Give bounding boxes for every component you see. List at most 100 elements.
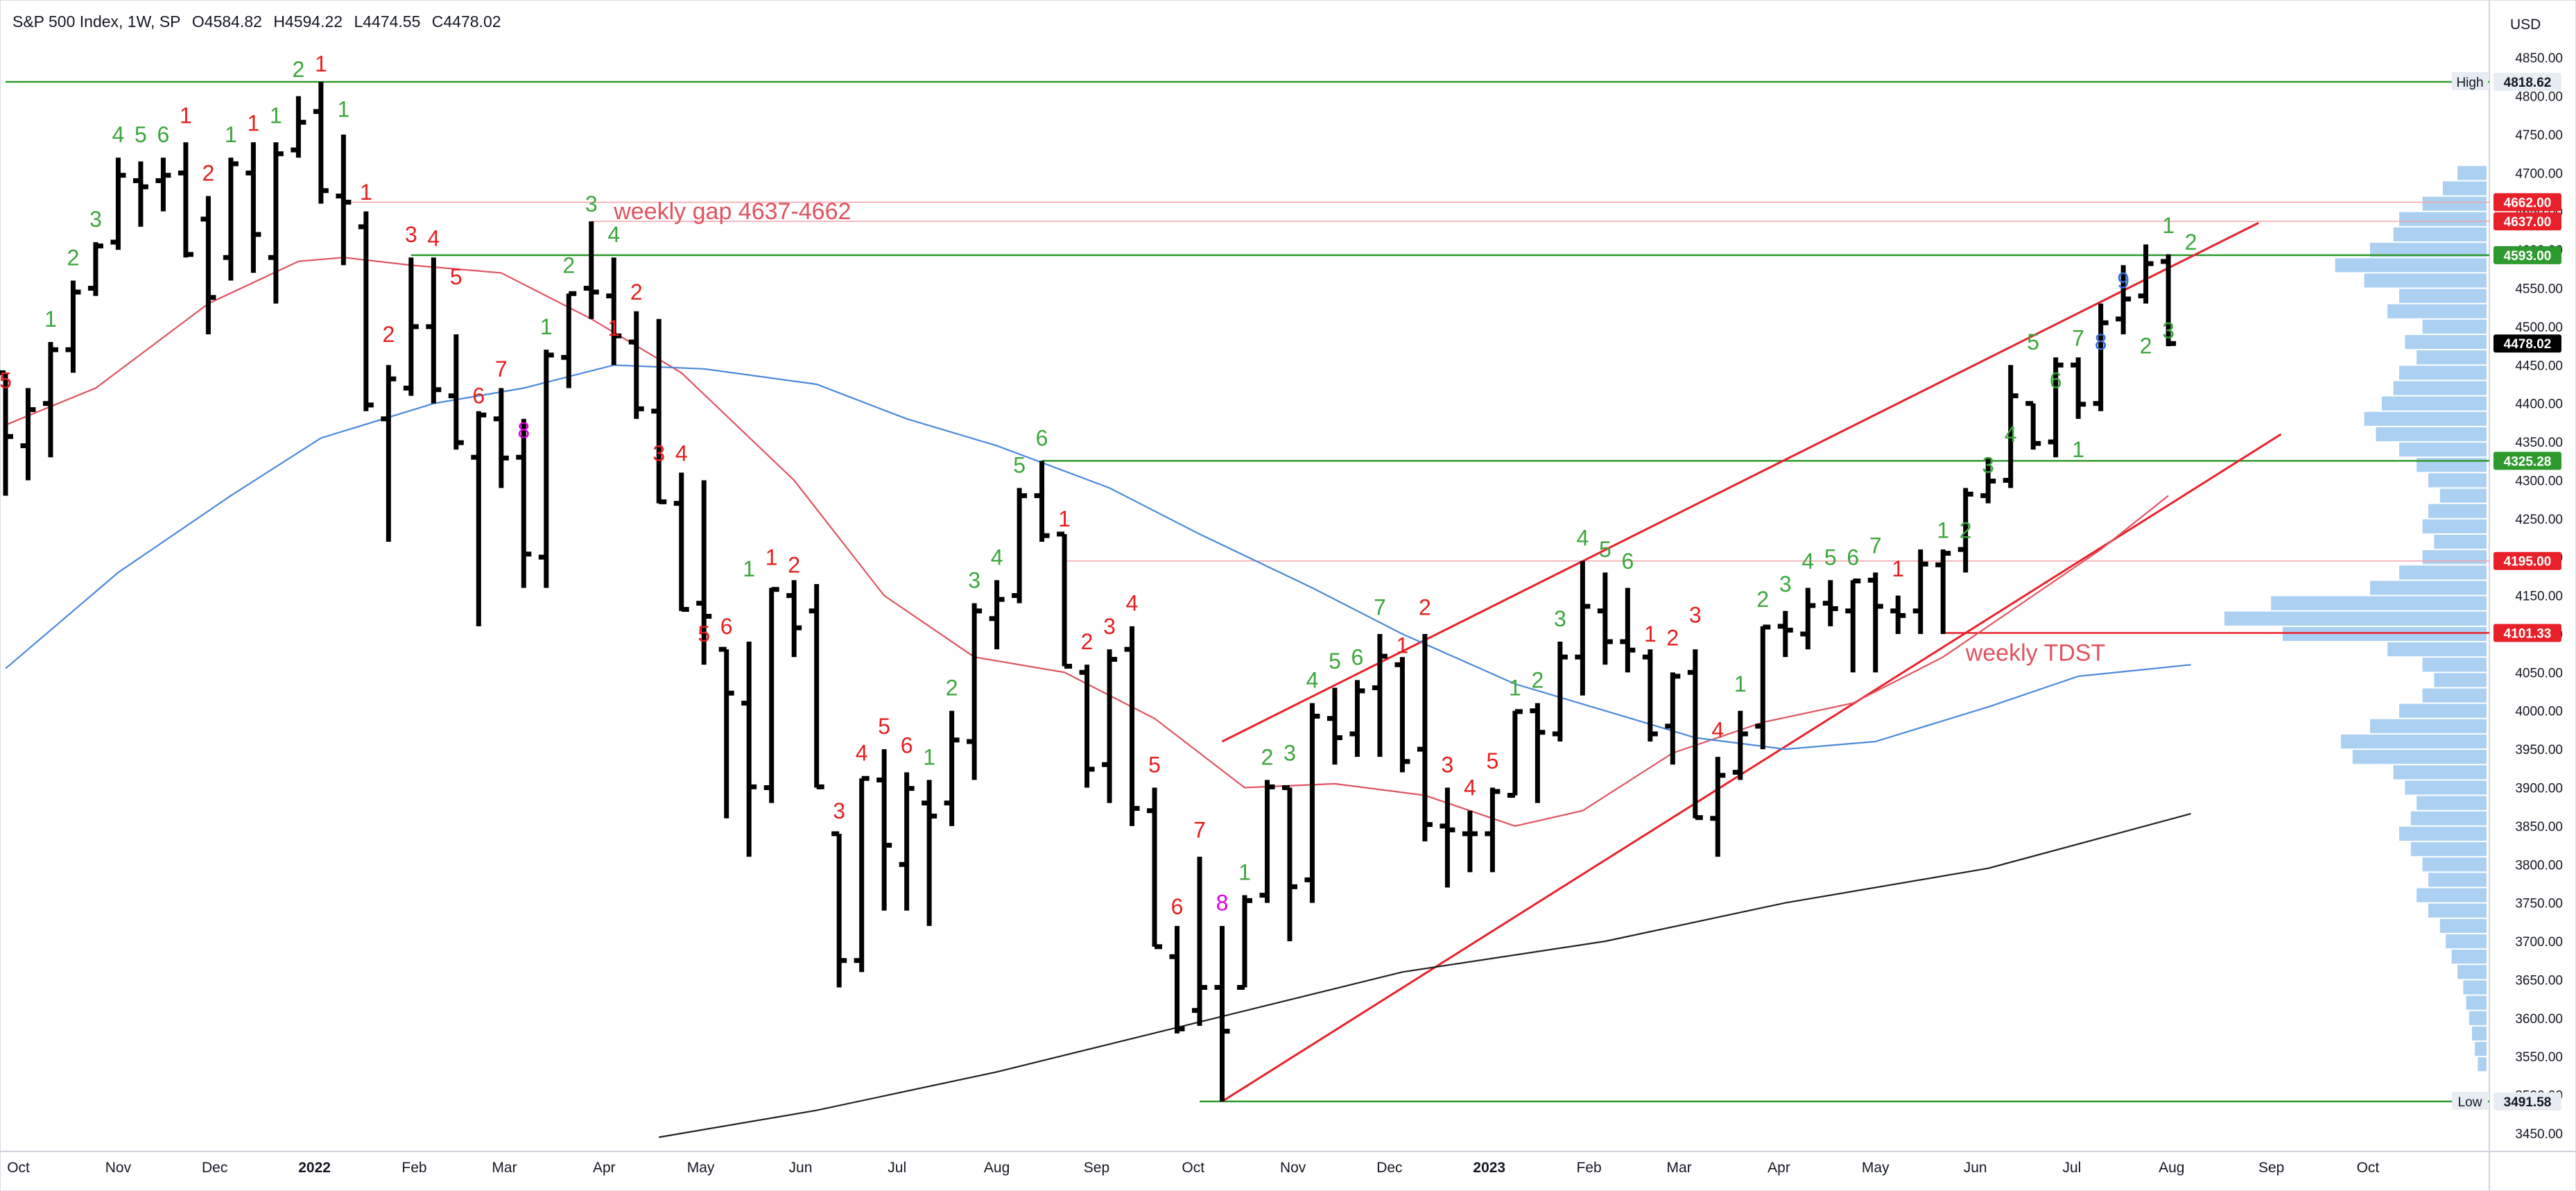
price-badge-label: 4101.33 (2504, 626, 2552, 641)
sequential-count-label: 1 (1937, 518, 1949, 543)
price-tick-label: 4050.00 (2515, 666, 2563, 680)
price-tick-label: 4850.00 (2515, 51, 2563, 66)
price-badge-label: 4325.28 (2504, 454, 2552, 469)
ohlc-bar (1552, 642, 1568, 742)
sequential-count-label: 3 (652, 441, 665, 466)
time-tick-label: Apr (1767, 1160, 1790, 1176)
volume-profile-bar (2271, 596, 2487, 610)
ohlc-bar (1665, 672, 1681, 765)
volume-profile-bar (2399, 703, 2487, 718)
sequential-count-label: 3 (1689, 602, 1702, 627)
price-badge-label: 4593.00 (2504, 249, 2552, 264)
sequential-count-label: 1 (360, 180, 372, 205)
volume-profile-bar (2434, 534, 2487, 549)
ohlc-bar (200, 196, 216, 334)
volume-profile-bar (2422, 196, 2487, 211)
ohlc-bar (132, 161, 148, 227)
sequential-count-label: 2 (1666, 626, 1679, 651)
ohlc-bar (1957, 488, 1973, 573)
ohlc-bar (922, 780, 937, 926)
sequential-count-label: 2 (2140, 334, 2152, 359)
time-tick-label: Dec (1376, 1160, 1402, 1176)
ohlc-bar (1462, 810, 1478, 873)
sequential-count-label: 4 (1306, 667, 1319, 692)
sequential-count-label: 1 (1238, 859, 1251, 884)
volume-profile-bar (2399, 443, 2487, 457)
ohlc-bar (1034, 461, 1050, 542)
ohlc-bar (1192, 857, 1208, 1026)
price-tick-label: 4000.00 (2515, 705, 2563, 719)
price-tick-label: 3750.00 (2515, 897, 2563, 911)
price-tick-label: 4150.00 (2515, 590, 2563, 604)
volume-profile-bar (2352, 750, 2487, 764)
sequential-count-label: 9 (2117, 268, 2129, 293)
volume-profile-bar (2387, 642, 2487, 657)
sequential-count-label: 5 (2027, 329, 2039, 354)
ohlc-bar (1259, 780, 1275, 903)
sequential-count-label: 6 (1171, 894, 1184, 919)
price-tick-label: 4700.00 (2515, 166, 2563, 181)
time-tick-label: Aug (984, 1160, 1010, 1176)
price-tick-label: 3900.00 (2515, 781, 2563, 796)
ohlc-bar (448, 334, 464, 450)
ohlc-bar (831, 831, 847, 988)
ohlc-bar (673, 472, 689, 612)
volume-profile-bar (2335, 258, 2487, 273)
chart-header: S&P 500 Index, 1W, SP O4584.82 H4594.22 … (12, 12, 508, 31)
ohlc-bar (65, 280, 81, 373)
time-tick-label: Dec (202, 1160, 227, 1176)
volume-profile-bar (2399, 565, 2487, 580)
time-axis: Oct Nov Dec 2022 Feb Mar Apr May Jun Jul Aug Sep Oct… (7, 1160, 2379, 1176)
ohlc-bar (155, 157, 171, 212)
ohlc-bar (291, 96, 306, 158)
ohlc-bar (1349, 680, 1365, 757)
ohlc-bar (1326, 687, 1342, 765)
volume-profile-bar (2376, 427, 2487, 442)
sequential-count-label: 2 (1531, 667, 1544, 692)
price-badge-label: 4662.00 (2504, 196, 2552, 210)
ohlc-bar (1980, 457, 1996, 504)
volume-profile-bar (2428, 504, 2487, 518)
time-tick-label: Jun (789, 1160, 813, 1176)
ohlc-bar (1642, 649, 1658, 742)
price-badge-bg (2493, 551, 2561, 570)
volume-profile-bar (2422, 688, 2487, 703)
sequential-count-label: 2 (946, 676, 958, 701)
sequential-count-label: 1 (315, 51, 327, 76)
sequential-count-label: 3 (968, 568, 980, 593)
sequential-count-label: 2 (1081, 629, 1093, 654)
volume-profile-bar (2399, 826, 2487, 841)
volume-profile-bar (2446, 934, 2487, 949)
sequential-count-label: 6 (472, 384, 485, 409)
time-tick-label: Nov (1280, 1160, 1306, 1176)
sequential-count-label: 3 (833, 798, 845, 823)
volume-profile-bar (2434, 673, 2487, 687)
sequential-count-label: 2 (1419, 594, 1431, 619)
sequential-count-label: 2 (1960, 518, 1972, 543)
sequential-count-label: 1 (270, 103, 282, 128)
level-badge-bg (2452, 1091, 2488, 1110)
sequential-count-label: 1 (248, 110, 260, 135)
sequential-count-label: 5 (878, 714, 890, 739)
sequential-count-label: 2 (202, 160, 215, 185)
volume-profile-bar (2428, 903, 2487, 918)
price-tick-label: 4350.00 (2515, 436, 2563, 450)
volume-profile-bar (2393, 381, 2487, 395)
volume-profile-bar (2439, 488, 2487, 503)
ohlc-bar (1710, 757, 1726, 857)
sequential-count-label: 2 (630, 280, 643, 305)
ohlc-bars (0, 81, 2177, 1102)
volume-profile-bar (2475, 1042, 2487, 1056)
price-badge-label: 4818.62 (2504, 76, 2552, 90)
sequential-count-label: 5 (1599, 537, 1611, 562)
ohlc-bar (2138, 244, 2154, 304)
level-badge-label: High (2456, 76, 2483, 90)
ohlc-bar (1530, 703, 1546, 803)
sequential-count-label: 5 (1824, 545, 1837, 569)
price-badge-bg (2493, 624, 2561, 642)
volume-profile-bar (2417, 350, 2487, 365)
ohlc-bar (2003, 365, 2019, 488)
ohlc-high: H4594.22 (273, 12, 343, 31)
